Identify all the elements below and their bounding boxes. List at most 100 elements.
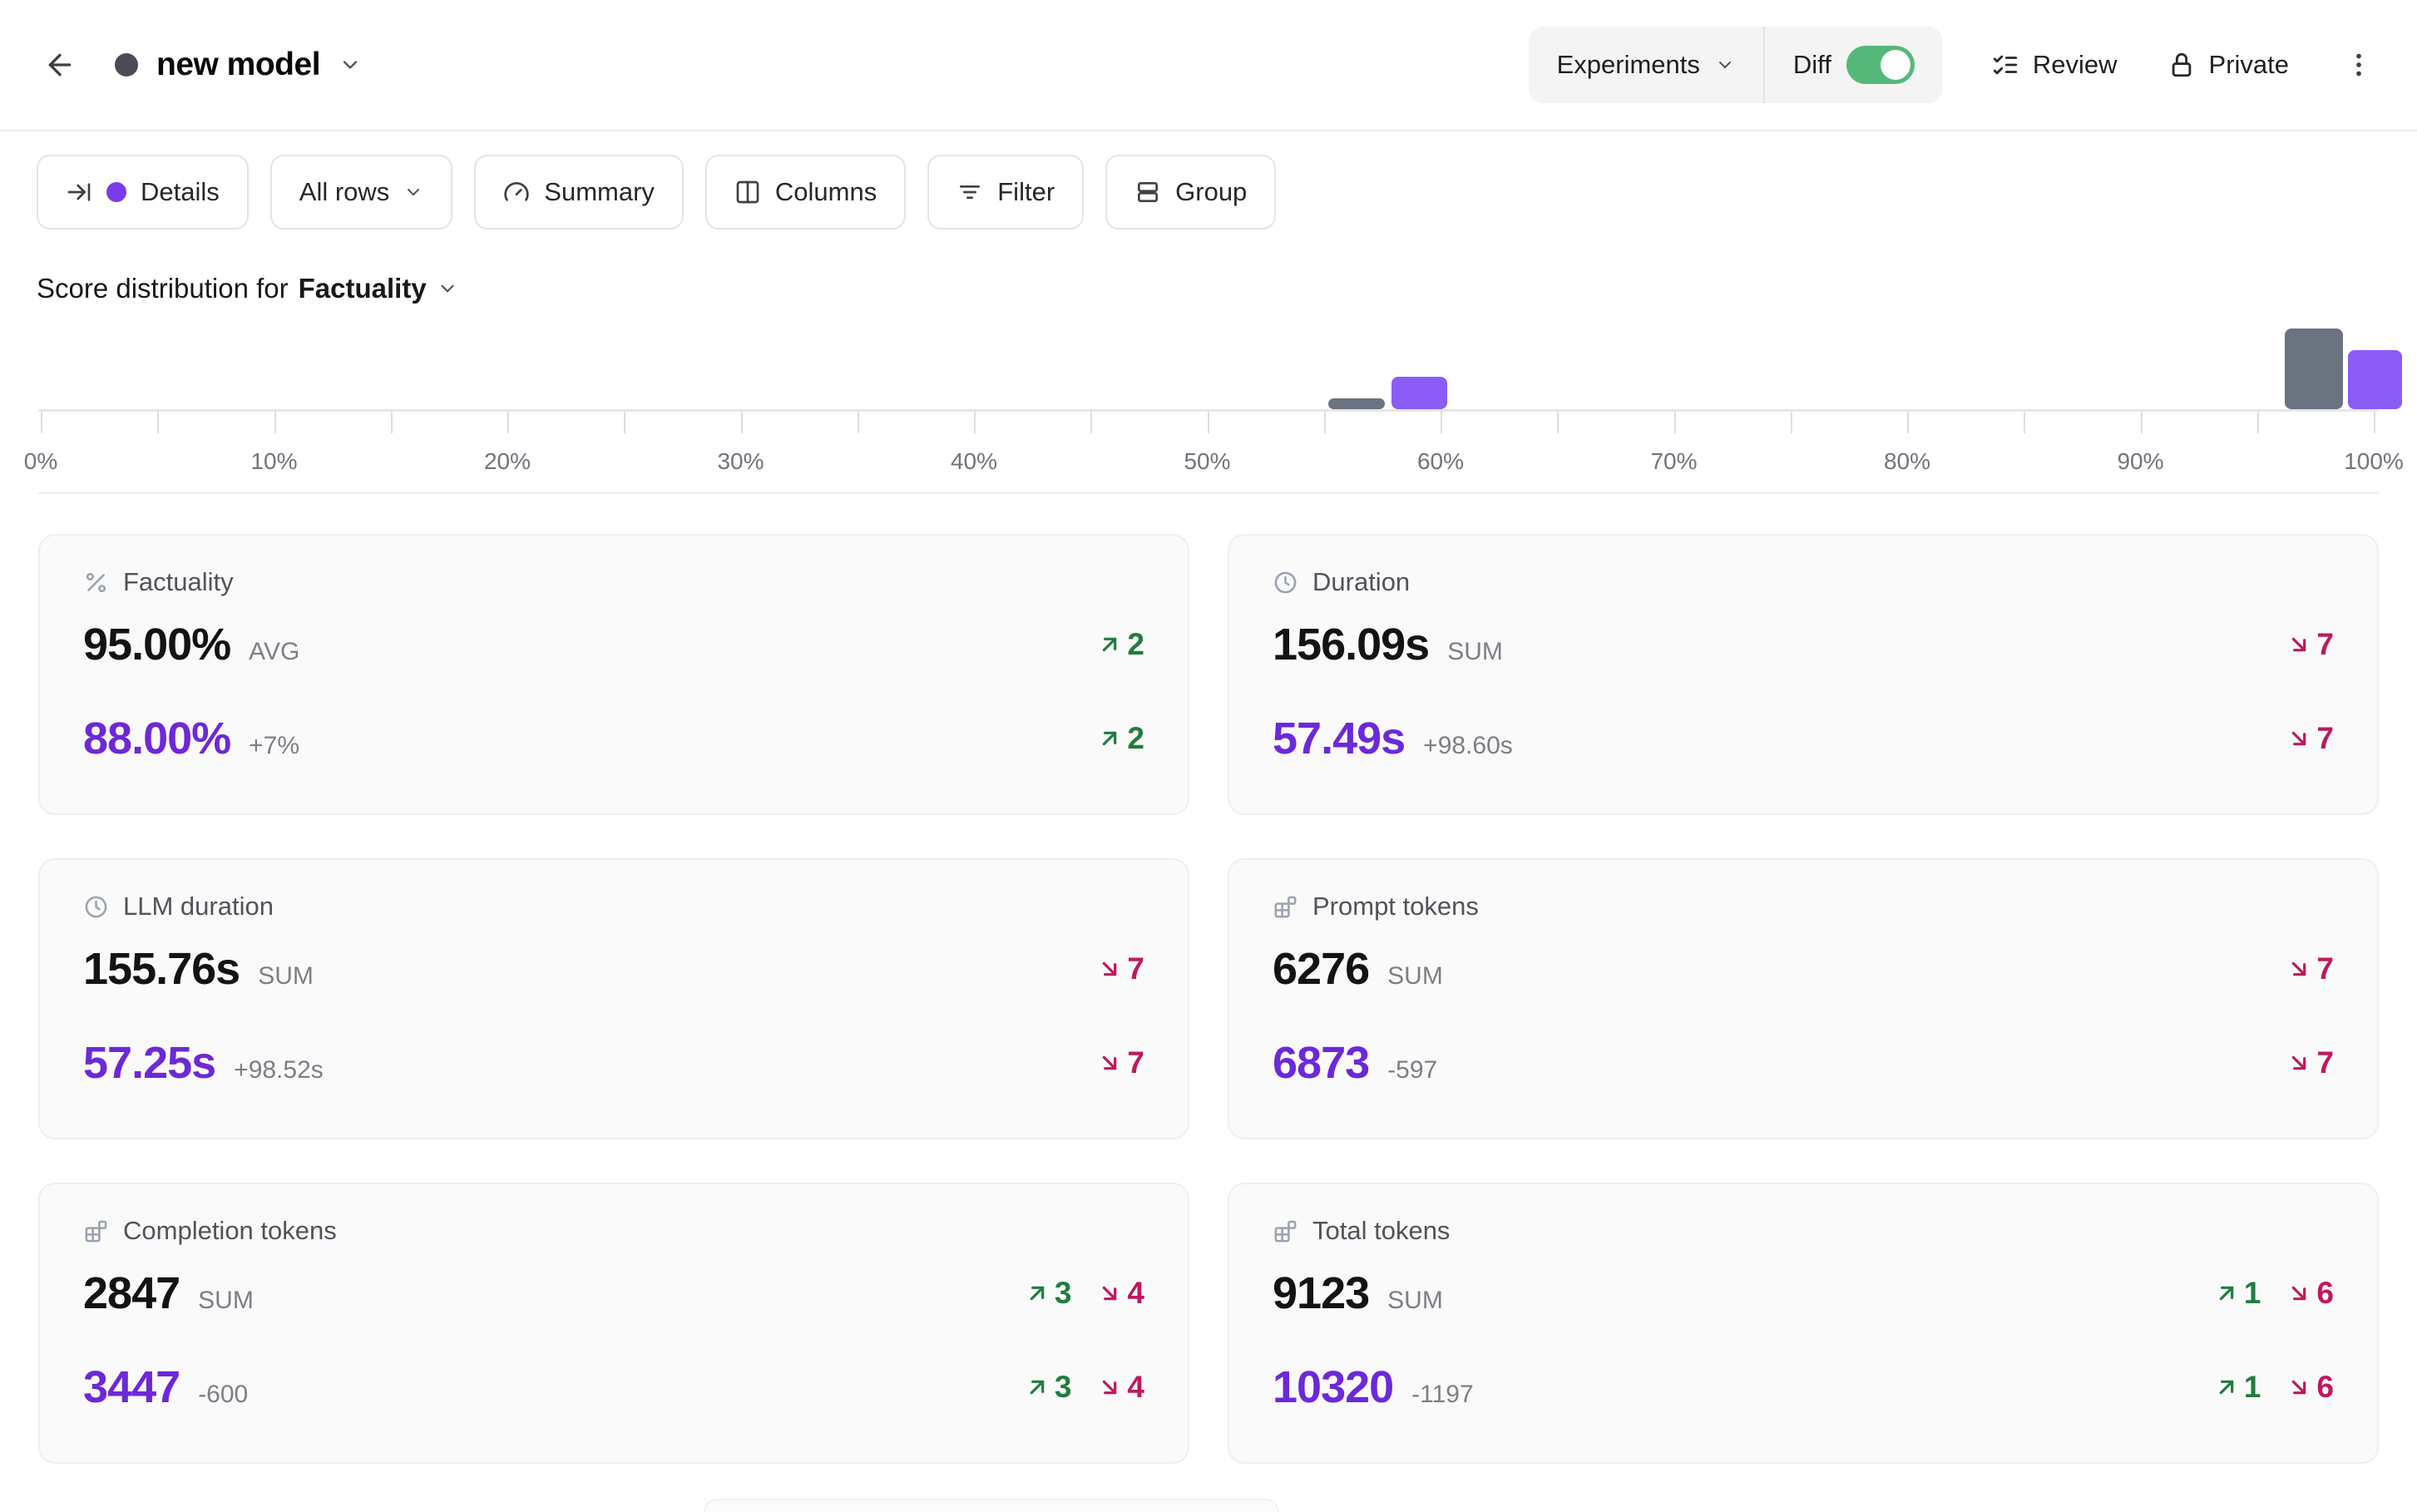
trend-badges: 2 [1096,721,1144,756]
toggle-knob [1880,50,1910,80]
histogram-bar-comparison [1328,398,1385,409]
score-distribution-selector[interactable]: Score distribution for Factuality [37,273,458,304]
filter-button[interactable]: Filter [927,155,1085,230]
card-title: Duration [1312,567,1411,596]
metric-value: 6873 [1273,1037,1370,1088]
trend-down-badge: 7 [1096,951,1144,986]
metric-delta: -1197 [1411,1380,1474,1408]
trend-down-icon [2292,731,2306,745]
back-button[interactable] [37,42,83,88]
trend-up-icon [1030,1286,1045,1300]
metric-value: 88.00% [83,713,231,763]
trend-badges: 7 [2286,721,2334,756]
diff-toggle[interactable] [1846,46,1915,84]
axis-tick [274,412,276,433]
axis-tick [157,412,160,433]
metric-value: 57.25s [83,1037,216,1088]
histogram-bar-comparison [2285,329,2344,409]
private-label: Private [2208,50,2289,79]
trend-up-badge: 1 [2213,1370,2261,1405]
axis-tick [2140,412,2143,433]
details-button[interactable]: Details [37,155,249,230]
axis-tick [1323,412,1326,433]
arrow-right-to-line-icon [67,183,91,201]
trend-down-badge: 6 [2286,1276,2334,1311]
axis-tick [1090,412,1093,433]
trend-down-badge: 7 [2286,627,2334,662]
distribution-prefix: Score distribution for [37,273,289,304]
trend-count: 7 [1127,1045,1144,1080]
metric-delta: +98.60s [1423,731,1513,759]
group-rows-icon [1138,182,1159,202]
review-button[interactable]: Review [1989,45,2119,85]
trend-count: 2 [1127,626,1144,661]
experiments-dropdown[interactable]: Experiments [1529,27,1765,103]
axis-tick [507,412,509,433]
trend-up-badge: 2 [1096,721,1144,756]
group-button[interactable]: Group [1105,155,1277,230]
columns-icon [736,180,759,204]
trend-count: 6 [2316,1369,2334,1404]
axis-tick-label: 90% [2117,448,2164,474]
metric-aggregation: SUM [1387,1286,1443,1314]
table-toolbar: Details All rows Summary Columns Filter … [0,131,2417,230]
histogram-axis: 0% 10% 20% 30% 40% 50% 60% 70% 80% 90% 100% [24,412,2404,492]
metric-cards-grid: Factuality 95.00% AVG 2 88.00% +7% 2 Durat… [38,534,2379,1464]
axis-tick [740,412,743,433]
trend-down-icon [1103,1380,1117,1394]
group-label: Group [1175,177,1248,206]
more-menu-button[interactable] [2337,43,2380,86]
axis-tick [974,412,976,433]
lock-icon [2172,52,2191,77]
metric-row-comparison: 6873 -597 7 [1273,1015,2334,1109]
metric-value: 10320 [1273,1361,1394,1412]
card-title: Completion tokens [123,1216,337,1245]
experiment-switcher[interactable]: new model [111,42,365,88]
trend-up-badge: 1 [2213,1276,2261,1311]
trend-count: 7 [2316,1045,2334,1080]
trend-down-icon [1103,1055,1117,1070]
clock-icon [85,896,107,917]
private-button[interactable]: Private [2166,45,2291,85]
axis-tick-label: 0% [23,448,58,474]
filter-label: Filter [997,177,1055,206]
trend-count: 4 [1127,1275,1144,1310]
trend-down-badge: 7 [2286,951,2334,986]
axis-tick-label: 10% [250,448,298,474]
diff-toggle-button[interactable]: Diff [1765,27,1943,103]
metric-value: 6276 [1273,943,1370,994]
metric-row-primary: 156.09s SUM 7 [1273,597,2334,691]
axis-tick [1907,412,1909,433]
metric-aggregation: SUM [198,1286,254,1314]
trend-count: 7 [2316,720,2334,755]
distribution-score-name: Factuality [298,273,427,304]
rows-filter-label: All rows [299,177,390,206]
trend-down-icon [1103,1286,1117,1300]
page-title: new model [156,47,321,82]
rows-filter-dropdown[interactable]: All rows [269,155,453,230]
columns-button[interactable]: Columns [704,155,907,230]
summary-button[interactable]: Summary [474,155,684,230]
axis-tick [1673,412,1676,433]
trend-count: 4 [1127,1369,1144,1404]
diff-label: Diff [1792,50,1831,79]
percent-icon [86,572,106,592]
metric-card-prompt-tokens: Prompt tokens 6276 SUM 7 6873 -597 7 [1228,858,2379,1139]
trend-up-icon [1030,1380,1045,1394]
axis-tick-label: 40% [950,448,998,474]
trend-up-badge: 3 [1024,1276,1071,1311]
partially-visible-element [704,1499,1279,1512]
metric-delta: +98.52s [234,1055,324,1084]
chevron-down-icon [441,284,454,293]
metric-value: 9123 [1273,1267,1370,1318]
section-divider [38,492,2379,494]
checklist-icon [1993,55,2018,75]
metric-card-llm-duration: LLM duration 155.76s SUM 7 57.25s +98.52s … [38,858,1189,1139]
axis-tick [1557,412,1559,433]
